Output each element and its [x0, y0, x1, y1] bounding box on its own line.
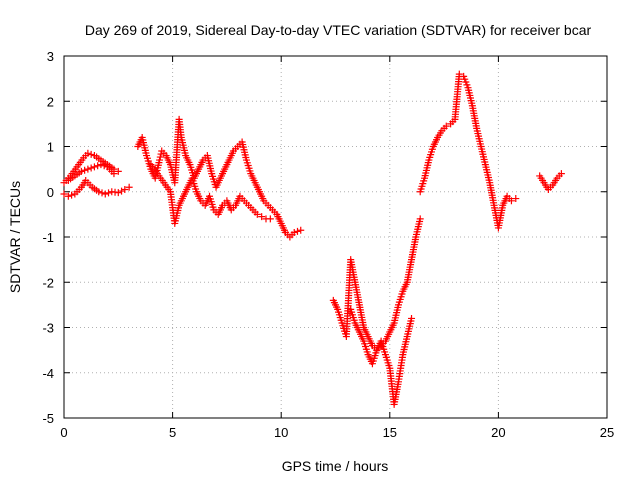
y-tick-label: 3	[47, 49, 54, 64]
x-axis-label: GPS time / hours	[282, 458, 389, 474]
data-point	[64, 176, 72, 184]
data-point	[297, 226, 305, 234]
data-point	[114, 189, 122, 197]
data-series	[60, 70, 565, 408]
data-point	[64, 192, 72, 200]
data-point	[125, 183, 133, 191]
data-point	[455, 70, 463, 78]
y-tick-label: 0	[47, 185, 54, 200]
data-point	[266, 215, 274, 223]
data-point	[557, 170, 565, 178]
data-point	[293, 227, 301, 235]
data-point	[512, 195, 520, 203]
series-trace-f	[347, 305, 416, 408]
data-point	[95, 188, 103, 196]
data-point	[94, 162, 102, 170]
data-point	[156, 153, 164, 161]
data-point	[87, 164, 95, 172]
data-point	[290, 228, 298, 236]
axis-ticks: 0 5 10 15 20 25 -5 -4 -3 -2 -1 0 1 2 3	[42, 49, 614, 440]
data-point	[114, 167, 122, 175]
y-axis-label: SDTVAR / TECUs	[7, 181, 23, 293]
series-trace-c	[134, 115, 305, 241]
data-point	[90, 163, 98, 171]
data-point	[97, 161, 105, 169]
data-point	[87, 150, 95, 158]
data-point	[408, 314, 416, 322]
data-point	[68, 191, 76, 199]
series-trace-d	[147, 161, 274, 227]
y-tick-label: 2	[47, 94, 54, 109]
series-trace-g	[416, 70, 520, 232]
y-tick-label: -5	[42, 411, 54, 426]
series-trace-e	[329, 215, 424, 354]
data-point	[156, 156, 164, 164]
data-point	[253, 210, 261, 218]
x-tick-label: 25	[600, 425, 614, 440]
x-tick-label: 15	[383, 425, 397, 440]
chart-title: Day 269 of 2019, Sidereal Day-to-day VTE…	[85, 22, 592, 38]
series-trace-a	[60, 149, 122, 187]
y-tick-label: -1	[42, 230, 54, 245]
y-tick-label: -3	[42, 321, 54, 336]
x-tick-label: 10	[274, 425, 288, 440]
data-point	[258, 213, 266, 221]
y-tick-label: -2	[42, 275, 54, 290]
data-point	[416, 215, 424, 223]
data-point	[507, 197, 515, 205]
grid-lines	[64, 56, 607, 418]
x-tick-label: 5	[169, 425, 176, 440]
data-point	[84, 149, 92, 157]
data-point	[105, 189, 113, 197]
data-point	[118, 187, 126, 195]
data-point	[98, 189, 106, 197]
y-tick-label: 1	[47, 140, 54, 155]
y-tick-label: -4	[42, 366, 54, 381]
data-point	[100, 162, 108, 170]
x-tick-label: 0	[60, 425, 67, 440]
series-trace-b	[60, 176, 133, 200]
data-point	[103, 163, 111, 171]
series-trace-h	[536, 170, 565, 193]
data-point	[81, 166, 89, 174]
data-point	[84, 165, 92, 173]
x-tick-label: 20	[491, 425, 505, 440]
data-point	[101, 190, 109, 198]
data-point	[121, 185, 129, 193]
data-point	[60, 190, 68, 198]
data-point	[442, 122, 450, 130]
